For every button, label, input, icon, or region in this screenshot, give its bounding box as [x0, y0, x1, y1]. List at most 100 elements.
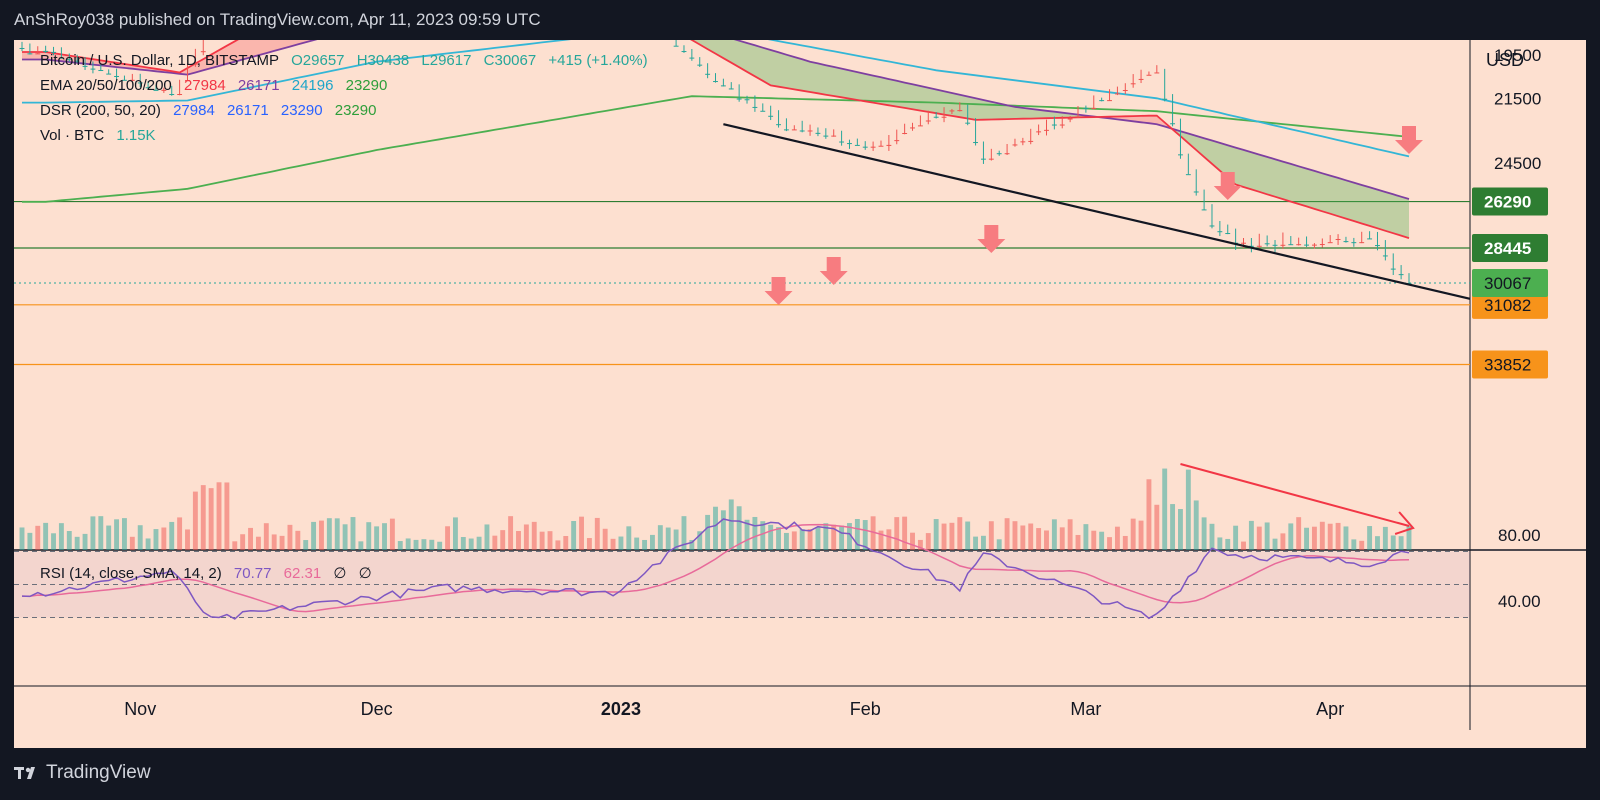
- candle-body[interactable]: [1138, 78, 1144, 80]
- chart-area[interactable]: 1550017500195002150024500338523108230067…: [14, 0, 1586, 748]
- candle-body[interactable]: [1178, 154, 1183, 156]
- candle-body[interactable]: [129, 79, 135, 81]
- candle-body[interactable]: [1375, 245, 1380, 247]
- candle-body[interactable]: [1122, 90, 1128, 92]
- rsi-ma-line[interactable]: [21, 523, 1410, 613]
- candle-body[interactable]: [847, 143, 852, 145]
- candle-body[interactable]: [1114, 93, 1120, 95]
- candle-body[interactable]: [1225, 233, 1231, 235]
- candle-body[interactable]: [137, 82, 143, 84]
- candle-body[interactable]: [697, 64, 703, 66]
- candle-body[interactable]: [43, 50, 49, 52]
- candle-body[interactable]: [949, 110, 955, 112]
- candle-body[interactable]: [1130, 83, 1136, 85]
- candle-body[interactable]: [90, 68, 96, 70]
- price-label-box[interactable]: [1472, 290, 1548, 319]
- candle-body[interactable]: [744, 99, 750, 101]
- candle-body[interactable]: [1390, 268, 1396, 270]
- candle-body[interactable]: [752, 106, 758, 108]
- candle-body[interactable]: [1296, 244, 1302, 246]
- candle-body[interactable]: [1162, 98, 1168, 100]
- candle-body[interactable]: [1256, 245, 1262, 247]
- candle-body[interactable]: [19, 47, 25, 49]
- candle-body[interactable]: [925, 120, 931, 122]
- candle-body[interactable]: [1044, 129, 1049, 131]
- candle-body[interactable]: [1020, 141, 1026, 143]
- candle-body[interactable]: [1264, 243, 1270, 245]
- candle-body[interactable]: [1209, 225, 1215, 227]
- candle-body[interactable]: [1028, 140, 1034, 142]
- candle-body[interactable]: [783, 129, 789, 131]
- candle-body[interactable]: [996, 153, 1002, 155]
- resistance-trendline[interactable]: [723, 123, 1471, 300]
- candle-body[interactable]: [1067, 118, 1073, 120]
- candle-body[interactable]: [1343, 241, 1349, 243]
- candle-body[interactable]: [1201, 209, 1207, 211]
- candle-body[interactable]: [831, 135, 837, 137]
- candle-body[interactable]: [51, 51, 56, 53]
- candle-body[interactable]: [177, 94, 183, 96]
- candle-body[interactable]: [681, 51, 687, 53]
- candle-body[interactable]: [192, 63, 198, 65]
- candle-body[interactable]: [791, 129, 797, 131]
- candle-body[interactable]: [1154, 72, 1160, 74]
- candle-body[interactable]: [1359, 242, 1365, 244]
- candle-body[interactable]: [689, 57, 695, 59]
- candle-body[interactable]: [82, 65, 88, 67]
- candle-body[interactable]: [910, 127, 915, 129]
- candle-body[interactable]: [705, 73, 711, 75]
- candle-body[interactable]: [1217, 231, 1223, 233]
- candle-body[interactable]: [1351, 242, 1357, 244]
- candle-body[interactable]: [854, 144, 860, 146]
- candle-body[interactable]: [878, 145, 884, 147]
- candle-body[interactable]: [1099, 100, 1105, 102]
- candle-body[interactable]: [169, 94, 175, 96]
- symbol-name[interactable]: Bitcoin / U.S. Dollar, 1D, BITSTAMP: [40, 52, 279, 69]
- candle-body[interactable]: [1280, 244, 1286, 246]
- candle-body[interactable]: [1241, 242, 1246, 244]
- candle-body[interactable]: [1107, 100, 1112, 102]
- candle-body[interactable]: [27, 53, 33, 55]
- candle-body[interactable]: [1036, 131, 1042, 133]
- candle-body[interactable]: [941, 116, 947, 118]
- candle-body[interactable]: [1311, 244, 1317, 246]
- candle-body[interactable]: [1288, 244, 1294, 246]
- candle-body[interactable]: [965, 122, 971, 124]
- legend-volume-row[interactable]: Vol · BTC 1.15K: [40, 127, 164, 144]
- candle-body[interactable]: [839, 141, 845, 143]
- candle-body[interactable]: [74, 60, 80, 62]
- candle-body[interactable]: [66, 59, 72, 61]
- candle-body[interactable]: [98, 70, 104, 72]
- candle-body[interactable]: [58, 57, 64, 59]
- candle-body[interactable]: [161, 89, 167, 91]
- footer-brand[interactable]: TradingView: [14, 762, 151, 784]
- candle-body[interactable]: [933, 116, 939, 118]
- candle-body[interactable]: [1170, 123, 1176, 125]
- candle-body[interactable]: [114, 75, 120, 77]
- candle-body[interactable]: [988, 158, 994, 160]
- candle-body[interactable]: [673, 45, 679, 47]
- candle-body[interactable]: [1059, 124, 1065, 126]
- legend-ema-row[interactable]: EMA 20/50/100/200 27984 26171 24196 2329…: [40, 77, 395, 94]
- candle-body[interactable]: [768, 115, 774, 117]
- candle-body[interactable]: [1304, 244, 1309, 246]
- candle-body[interactable]: [1051, 124, 1057, 126]
- ema200-line[interactable]: [22, 95, 1410, 203]
- candle-body[interactable]: [1075, 116, 1081, 118]
- candle-body[interactable]: [1091, 107, 1097, 109]
- rsi-line[interactable]: [21, 518, 1410, 620]
- candle-body[interactable]: [153, 89, 159, 91]
- candle-body[interactable]: [1146, 74, 1152, 76]
- candle-body[interactable]: [713, 81, 718, 83]
- candle-body[interactable]: [728, 88, 734, 90]
- candle-body[interactable]: [106, 73, 112, 75]
- candle-body[interactable]: [122, 79, 127, 81]
- candle-body[interactable]: [1398, 274, 1404, 276]
- candle-body[interactable]: [200, 51, 206, 53]
- candle-body[interactable]: [1319, 244, 1325, 246]
- candle-body[interactable]: [894, 140, 900, 142]
- candle-body[interactable]: [799, 130, 805, 132]
- price-chart-svg[interactable]: 1550017500195002150024500338523108230067…: [14, 0, 1586, 748]
- price-label-box[interactable]: [1472, 268, 1548, 297]
- candle-body[interactable]: [185, 80, 190, 82]
